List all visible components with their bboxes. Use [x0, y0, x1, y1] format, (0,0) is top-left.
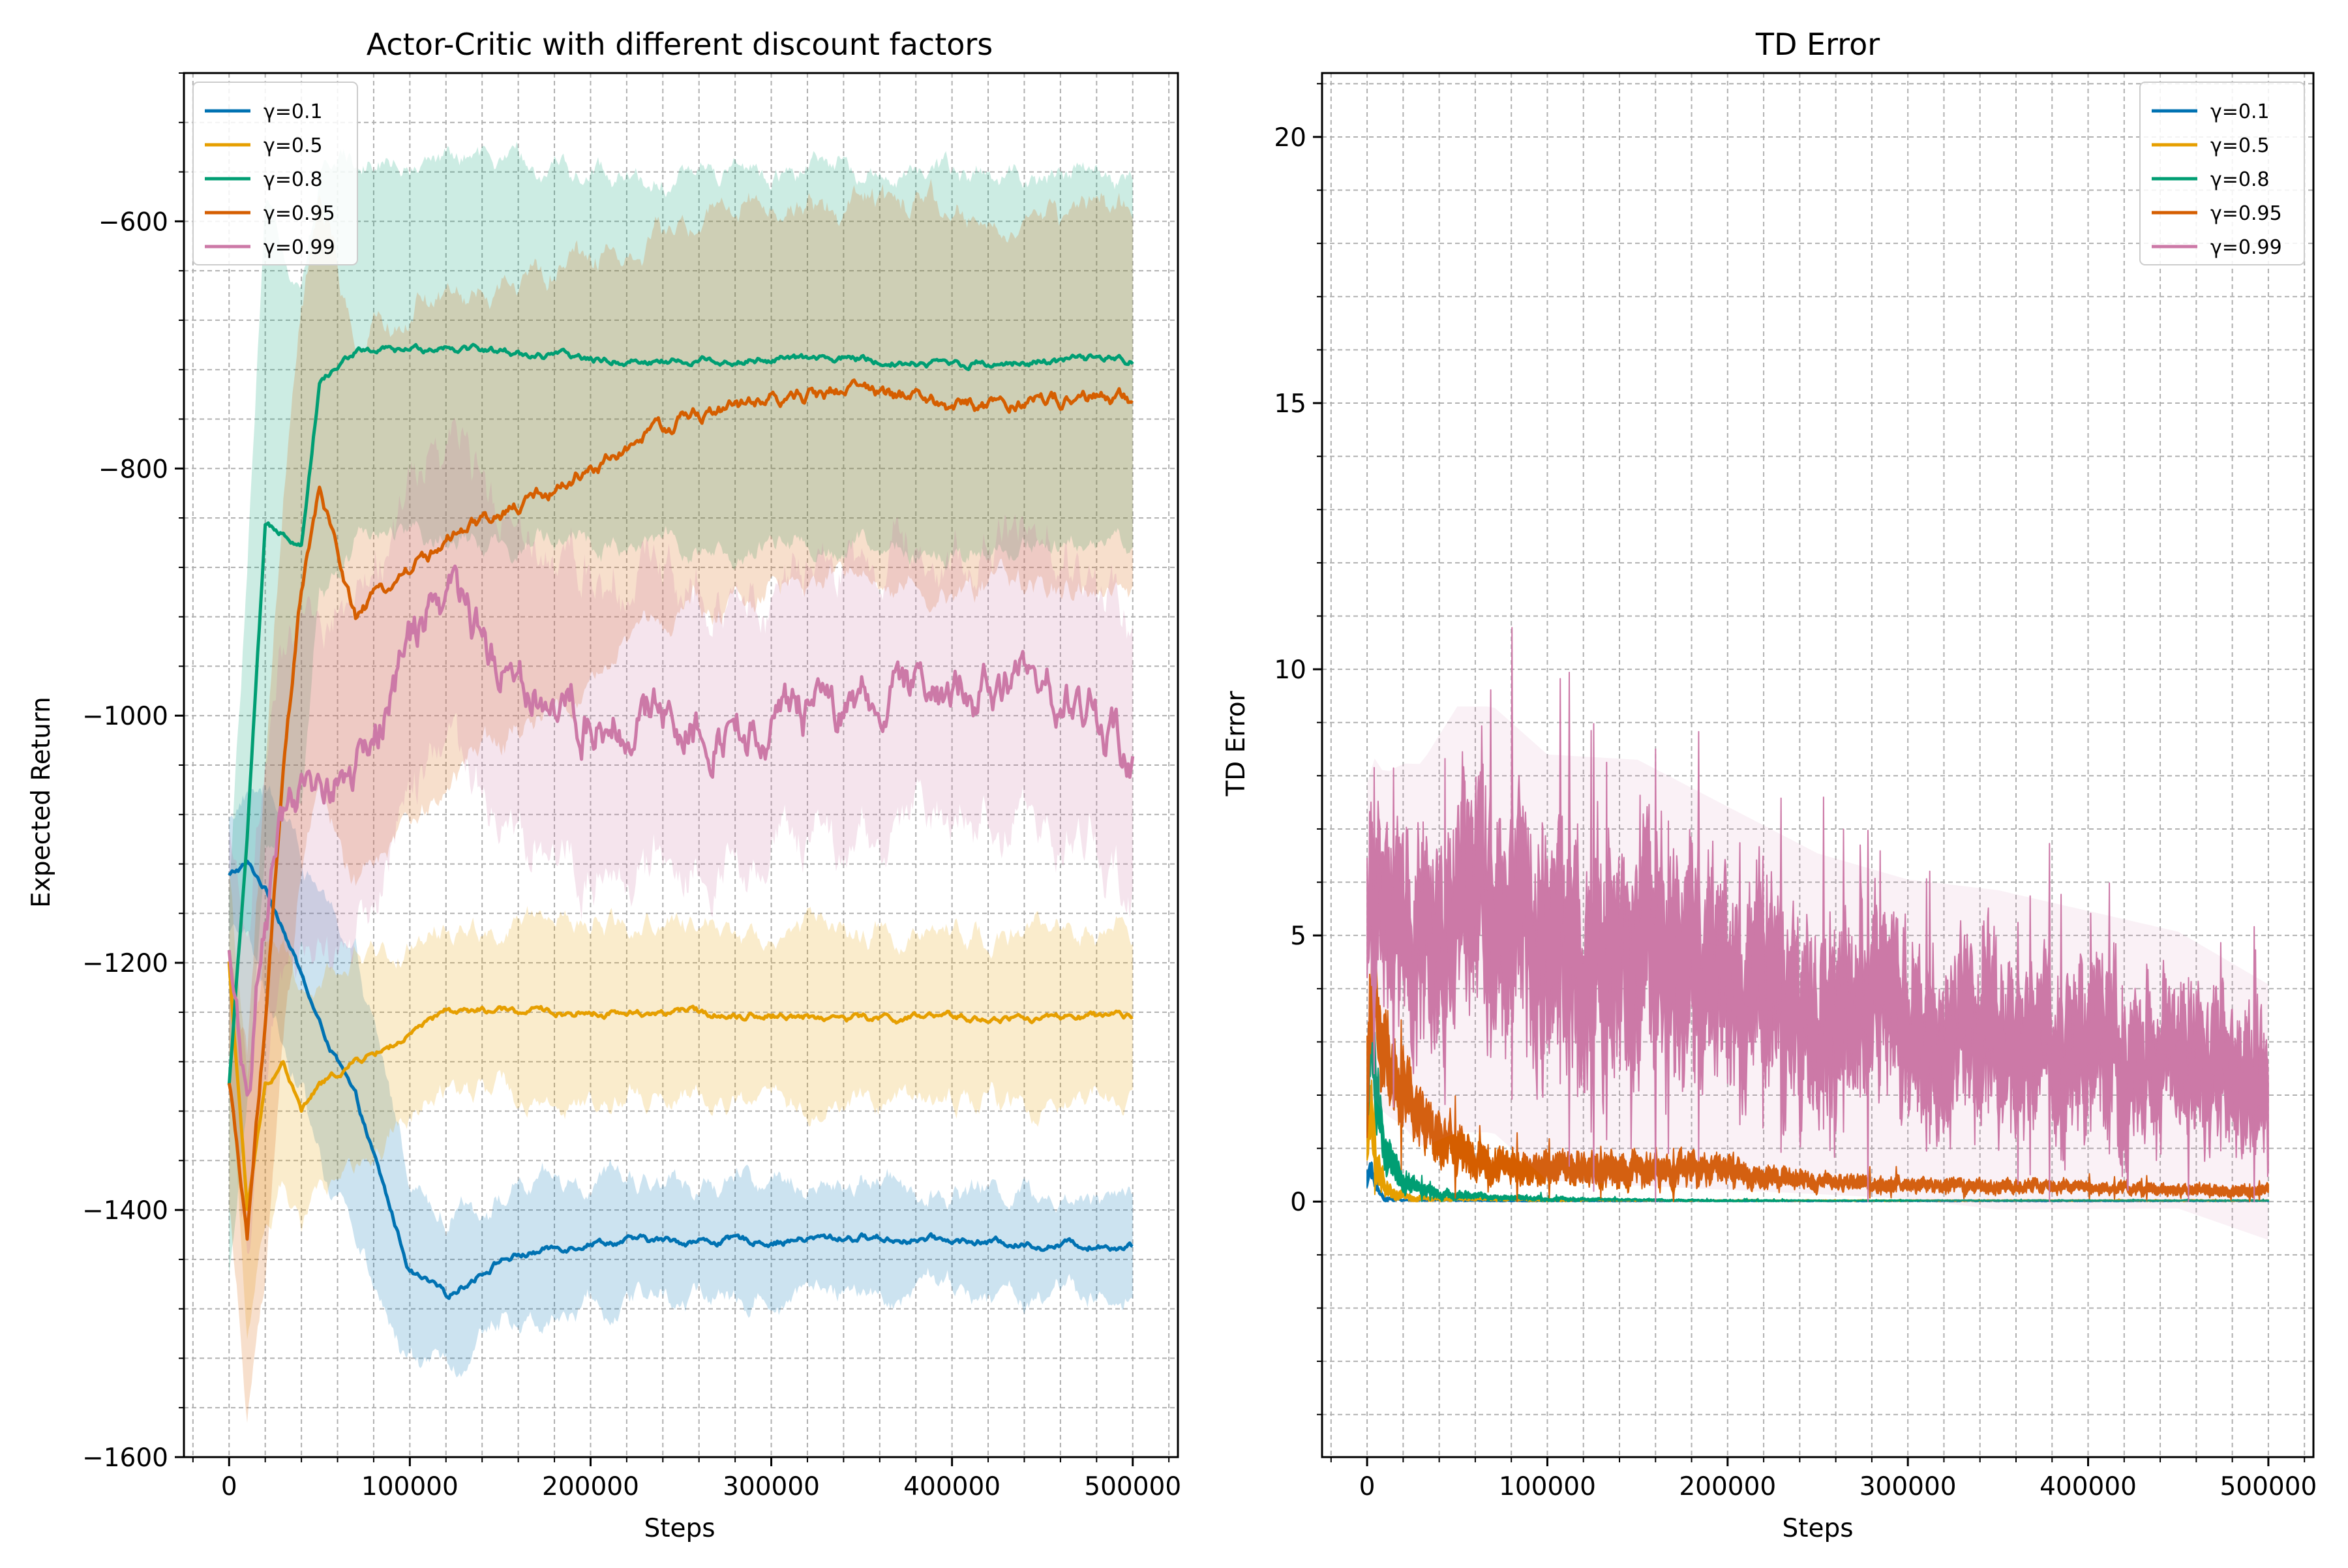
left-band-3	[229, 179, 1133, 1423]
right-axes-frame	[1321, 72, 2315, 1458]
right-series-line-4	[1366, 627, 2269, 1203]
left-x-tick-label: 400000	[903, 1472, 1001, 1501]
left-y-axis-label: Expected Return	[27, 697, 56, 908]
left-band-4	[229, 417, 1133, 1254]
left-x-tick-label: 200000	[542, 1472, 639, 1501]
right-legend-label: γ=0.95	[2210, 202, 2282, 225]
right-x-tick-label: 400000	[2039, 1472, 2137, 1501]
right-plot-area	[1366, 627, 2269, 1240]
right-x-tick-label: 0	[1359, 1472, 1376, 1501]
left-band-2	[229, 142, 1133, 1275]
left-grid	[184, 72, 1178, 1458]
right-y-tick-label: 10	[1274, 656, 1306, 685]
right-chart-panel: TD Error Steps TD Error 0 100000 200000 300…	[1222, 27, 2317, 1543]
right-legend-label: γ=0.5	[2210, 134, 2270, 157]
right-legend-label: γ=0.1	[2210, 100, 2270, 123]
right-y-axis-label: TD Error	[1222, 690, 1251, 796]
right-legend-label: γ=0.8	[2210, 168, 2270, 191]
right-y-tick-label: 20	[1274, 123, 1306, 153]
left-y-tick-label: −1400	[82, 1196, 168, 1226]
right-x-tick-label: 300000	[1859, 1472, 1957, 1501]
left-series-line-1	[227, 961, 1134, 1211]
right-y-tick-label: 0	[1290, 1188, 1306, 1217]
right-series-line-3	[1366, 950, 2269, 1203]
left-series-line-4	[227, 564, 1135, 1097]
right-x-tick-label: 200000	[1679, 1472, 1776, 1501]
left-legend: γ=0.1 γ=0.5 γ=0.8 γ=0.95 γ=0.99	[192, 82, 358, 265]
left-plot-area	[227, 142, 1135, 1423]
left-legend-label: γ=0.95	[263, 202, 335, 225]
left-x-tick-label: 300000	[723, 1472, 820, 1501]
right-halo-4	[1367, 706, 2268, 1240]
right-grid	[1322, 73, 2313, 1457]
left-legend-label: γ=0.5	[263, 134, 323, 157]
left-chart-title: Actor-Critic with different discount fac…	[367, 27, 993, 62]
right-y-tick-label: 15	[1274, 389, 1306, 419]
right-ticks: 0 100000 200000 300000 400000 500000 0 5 10 15 20	[1274, 83, 2317, 1501]
right-legend: γ=0.1 γ=0.5 γ=0.8 γ=0.95 γ=0.99	[2139, 82, 2305, 265]
left-series-line-2	[227, 342, 1134, 1085]
left-series-line-0	[228, 859, 1134, 1301]
left-x-tick-label: 100000	[361, 1472, 459, 1501]
right-chart-title: TD Error	[1755, 27, 1880, 62]
right-legend-label: γ=0.99	[2210, 236, 2282, 259]
left-band-0	[229, 784, 1133, 1378]
left-series-line-3	[227, 378, 1134, 1241]
left-legend-label: γ=0.99	[263, 236, 335, 259]
left-ticks: 0 100000 200000 300000 400000 500000 −1600 −140…	[82, 72, 1181, 1501]
right-x-tick-label: 100000	[1499, 1472, 1596, 1501]
left-x-axis-label: Steps	[644, 1514, 715, 1543]
left-band-1	[229, 869, 1133, 1340]
left-chart-panel: Actor-Critic with different discount fac…	[27, 27, 1181, 1543]
right-legend-box	[2139, 82, 2305, 265]
left-legend-label: γ=0.8	[263, 168, 323, 191]
right-y-tick-label: 5	[1290, 922, 1306, 951]
right-x-tick-label: 500000	[2220, 1472, 2317, 1501]
left-x-tick-label: 500000	[1084, 1472, 1181, 1501]
left-y-tick-label: −1000	[82, 702, 168, 731]
left-y-tick-label: −1200	[82, 949, 168, 978]
left-legend-label: γ=0.1	[263, 100, 323, 123]
right-series-line-2	[1366, 975, 2269, 1203]
left-y-tick-label: −800	[98, 455, 168, 484]
left-y-tick-label: −600	[98, 207, 168, 237]
left-legend-box	[192, 82, 358, 265]
left-x-tick-label: 0	[221, 1472, 237, 1501]
right-x-axis-label: Steps	[1782, 1514, 1853, 1543]
left-y-tick-label: −1600	[82, 1443, 168, 1473]
